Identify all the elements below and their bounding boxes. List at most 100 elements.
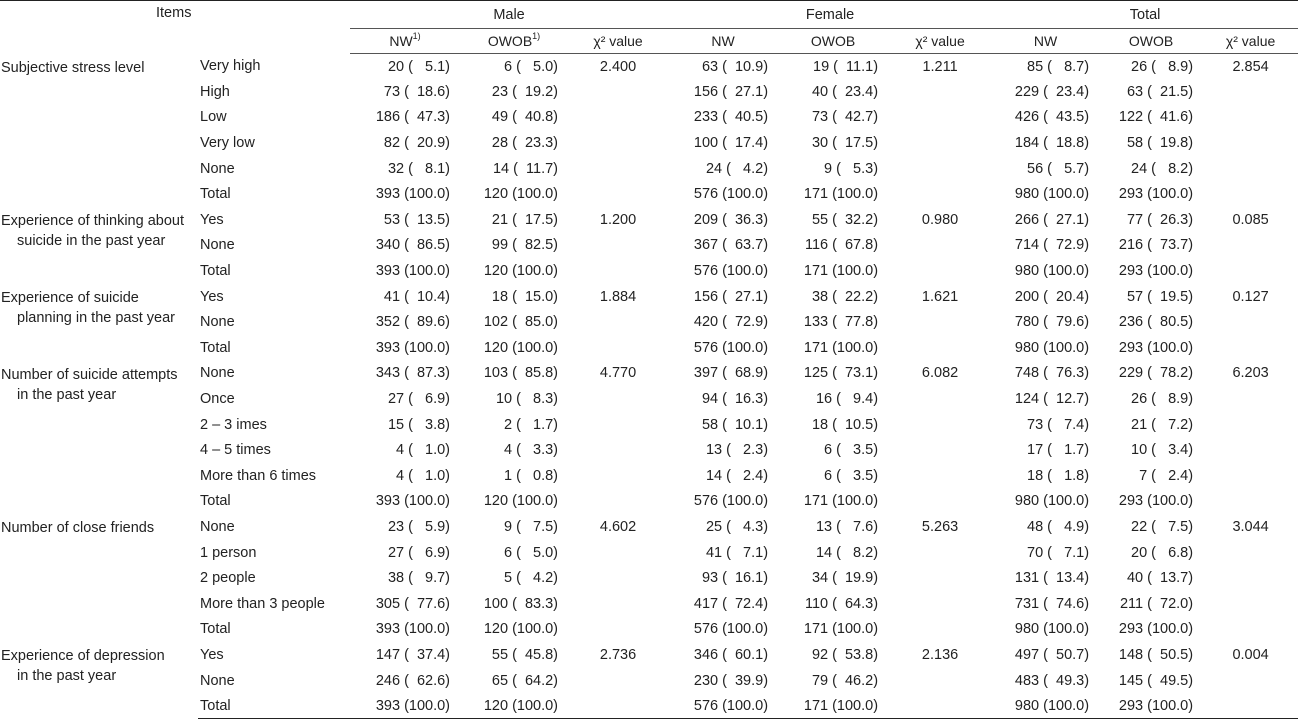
chi-value-cell <box>1203 79 1298 105</box>
count-percent-cell: 171 (100.0) <box>778 617 888 643</box>
cell-wrap: 73 ( 42.7) <box>778 109 888 125</box>
col-male-nw: NW1) <box>350 28 461 54</box>
section-title-line: Experience of depression <box>1 648 165 665</box>
count-percent: 131 ( 13.4) <box>1014 570 1090 587</box>
count-percent: 236 ( 80.5) <box>1118 314 1194 331</box>
chi-value-cell <box>888 258 992 284</box>
count-percent-cell: 18 ( 15.0) <box>460 284 568 310</box>
count-percent: 10 ( 8.3) <box>495 391 559 408</box>
count-percent-cell: 41 ( 10.4) <box>350 284 460 310</box>
count-percent-cell: 4 ( 3.3) <box>460 437 568 463</box>
count-percent: 55 ( 32.2) <box>811 211 879 228</box>
category-cell: More than 3 people <box>200 595 325 612</box>
count-percent-cell: 120 (100.0) <box>460 181 568 207</box>
count-percent: 980 (100.0) <box>1014 621 1090 638</box>
cell-wrap: 346 ( 60.1) <box>668 647 778 663</box>
table-row: 1 person 27 ( 6.9) 6 ( 5.0) 41 ( 7.1) 14 ( 8… <box>0 540 1298 566</box>
table-row: Very low 82 ( 20.9) 28 ( 23.3) 100 ( 17.4) 3… <box>0 130 1298 156</box>
chi-value-cell <box>568 463 668 489</box>
chi-value-cell <box>568 693 669 719</box>
count-percent: 714 ( 72.9) <box>1014 237 1090 254</box>
chi-value-cell <box>888 693 993 719</box>
cell-wrap: 32 ( 8.1) <box>350 161 460 177</box>
cell-wrap: 4 ( 1.0) <box>350 468 460 484</box>
category-cell: Yes <box>200 288 224 305</box>
cell-wrap: 393 (100.0) <box>350 493 460 509</box>
cell-wrap: 171 (100.0) <box>778 698 888 714</box>
count-percent: 32 ( 8.1) <box>387 160 451 177</box>
chi-value-cell: 4.770 <box>568 361 668 387</box>
count-percent-cell: 120 (100.0) <box>460 489 568 515</box>
count-percent: 20 ( 6.8) <box>1131 544 1194 561</box>
count-percent-cell: 92 ( 53.8) <box>778 642 888 668</box>
count-percent-cell: 4 ( 1.0) <box>350 463 460 489</box>
table-row: None 340 ( 86.5) 99 ( 82.5) 367 ( 63.7) 116 … <box>0 233 1298 259</box>
table-body: Subjective stress level Very high 20 ( 5.1… <box>0 54 1298 719</box>
chi-value-cell <box>888 591 992 617</box>
count-percent: 980 (100.0) <box>1014 186 1090 203</box>
count-percent: 21 ( 17.5) <box>491 211 559 228</box>
chi-value: 6.082 <box>921 365 959 382</box>
chi-value-cell <box>568 181 668 207</box>
section-title-line: planning in the past year <box>17 309 175 326</box>
footnote-mark: 1) <box>412 31 421 41</box>
count-percent-cell: 65 ( 64.2) <box>460 668 568 694</box>
count-percent: 10 ( 3.4) <box>1131 442 1194 459</box>
chi-value-cell <box>1203 233 1298 259</box>
count-percent-cell: 49 ( 40.8) <box>460 105 568 131</box>
count-percent: 980 (100.0) <box>1014 493 1090 510</box>
section-title: Number of suicide attempts in the past ye… <box>0 361 198 515</box>
cell-wrap: 40 ( 23.4) <box>778 84 888 100</box>
count-percent-cell: 85 ( 8.7) <box>992 54 1099 80</box>
count-percent: 41 ( 7.1) <box>705 544 769 561</box>
count-percent: 266 ( 27.1) <box>1014 211 1090 228</box>
cell-wrap: 73 ( 7.4) <box>992 417 1099 433</box>
chi-value-cell <box>568 309 668 335</box>
cell-wrap: 93 ( 16.1) <box>668 570 778 586</box>
count-percent-cell: 393 (100.0) <box>350 335 460 361</box>
count-percent-cell: 103 ( 85.8) <box>460 361 568 387</box>
col-female-nw: NW <box>668 28 779 54</box>
count-percent: 34 ( 19.9) <box>811 570 879 587</box>
count-percent: 186 ( 47.3) <box>375 109 451 126</box>
count-percent-cell: 748 ( 76.3) <box>992 361 1099 387</box>
count-percent: 73 ( 7.4) <box>1027 416 1090 433</box>
count-percent: 28 ( 23.3) <box>491 135 559 152</box>
count-percent-cell: 99 ( 82.5) <box>460 233 568 259</box>
cell-wrap: 131 ( 13.4) <box>992 570 1099 586</box>
count-percent: 209 ( 36.3) <box>693 211 769 228</box>
count-percent: 120 (100.0) <box>483 621 559 638</box>
count-percent: 293 (100.0) <box>1118 186 1194 203</box>
chi-value-cell: 0.127 <box>1203 284 1298 310</box>
cell-wrap: 731 ( 74.6) <box>992 596 1099 612</box>
cell-wrap: 420 ( 72.9) <box>668 314 778 330</box>
cell-wrap: 120 (100.0) <box>460 621 568 637</box>
cell-wrap: 343 ( 87.3) <box>350 365 460 381</box>
count-percent-cell: 55 ( 45.8) <box>460 642 568 668</box>
chi-value-cell <box>1203 489 1298 515</box>
count-percent-cell: 10 ( 3.4) <box>1099 437 1203 463</box>
count-percent: 6 ( 3.5) <box>824 442 879 459</box>
cell-wrap: 16 ( 9.4) <box>778 391 888 407</box>
chi-value-cell <box>888 412 992 438</box>
chi-value-cell <box>1203 156 1298 182</box>
category-cell: 4 – 5 times <box>200 442 271 459</box>
cell-wrap: 85 ( 8.7) <box>992 59 1099 75</box>
count-percent-cell: 156 ( 27.1) <box>668 284 778 310</box>
count-percent: 171 (100.0) <box>803 697 879 714</box>
cell-wrap: 6 ( 5.0) <box>460 59 568 75</box>
cell-wrap: 17 ( 1.7) <box>992 442 1099 458</box>
chi-value-cell <box>568 565 668 591</box>
chi-value-cell: 3.044 <box>1203 514 1298 540</box>
count-percent-cell: 48 ( 4.9) <box>992 514 1099 540</box>
count-percent-cell: 25 ( 4.3) <box>668 514 778 540</box>
cell-wrap: 99 ( 82.5) <box>460 237 568 253</box>
count-percent-cell: 19 ( 11.1) <box>778 54 888 80</box>
chi-value-cell: 2.400 <box>568 54 668 80</box>
count-percent-cell: 32 ( 8.1) <box>350 156 460 182</box>
cell-wrap: 34 ( 19.9) <box>778 570 888 586</box>
section-title-line: Number of close friends <box>1 520 155 537</box>
chi-value-cell: 1.884 <box>568 284 668 310</box>
chi-value: 2.400 <box>599 58 637 75</box>
count-percent: 99 ( 82.5) <box>491 237 559 254</box>
